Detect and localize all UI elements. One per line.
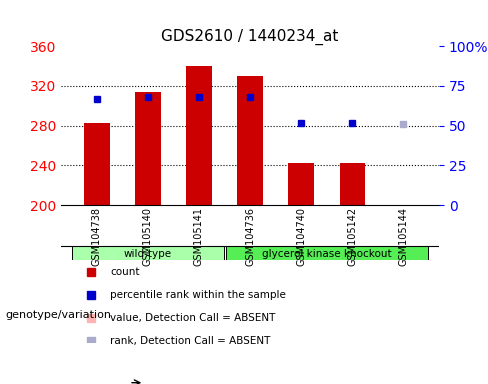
Text: percentile rank within the sample: percentile rank within the sample	[110, 290, 286, 300]
Bar	[135, 92, 161, 205]
Text: GSM104738: GSM104738	[92, 207, 102, 266]
Bar	[340, 162, 365, 205]
Bar	[288, 164, 314, 205]
Text: GSM105141: GSM105141	[194, 207, 204, 266]
Bar	[186, 66, 212, 205]
Title: GDS2610 / 1440234_at: GDS2610 / 1440234_at	[162, 28, 339, 45]
Text: count: count	[110, 267, 140, 277]
Text: GSM105142: GSM105142	[347, 207, 357, 266]
FancyBboxPatch shape	[72, 246, 224, 261]
FancyBboxPatch shape	[225, 246, 428, 261]
Text: glycerol kinase knockout: glycerol kinase knockout	[262, 249, 391, 259]
Text: GSM104740: GSM104740	[296, 207, 306, 266]
Text: value, Detection Call = ABSENT: value, Detection Call = ABSENT	[110, 313, 276, 323]
Text: GSM105144: GSM105144	[398, 207, 408, 266]
Text: genotype/variation: genotype/variation	[5, 310, 111, 320]
Text: GSM104736: GSM104736	[245, 207, 255, 266]
Text: wild-type: wild-type	[124, 249, 172, 259]
Text: GSM105140: GSM105140	[143, 207, 153, 266]
Bar	[237, 76, 263, 205]
Bar	[84, 123, 109, 205]
Text: rank, Detection Call = ABSENT: rank, Detection Call = ABSENT	[110, 336, 270, 346]
